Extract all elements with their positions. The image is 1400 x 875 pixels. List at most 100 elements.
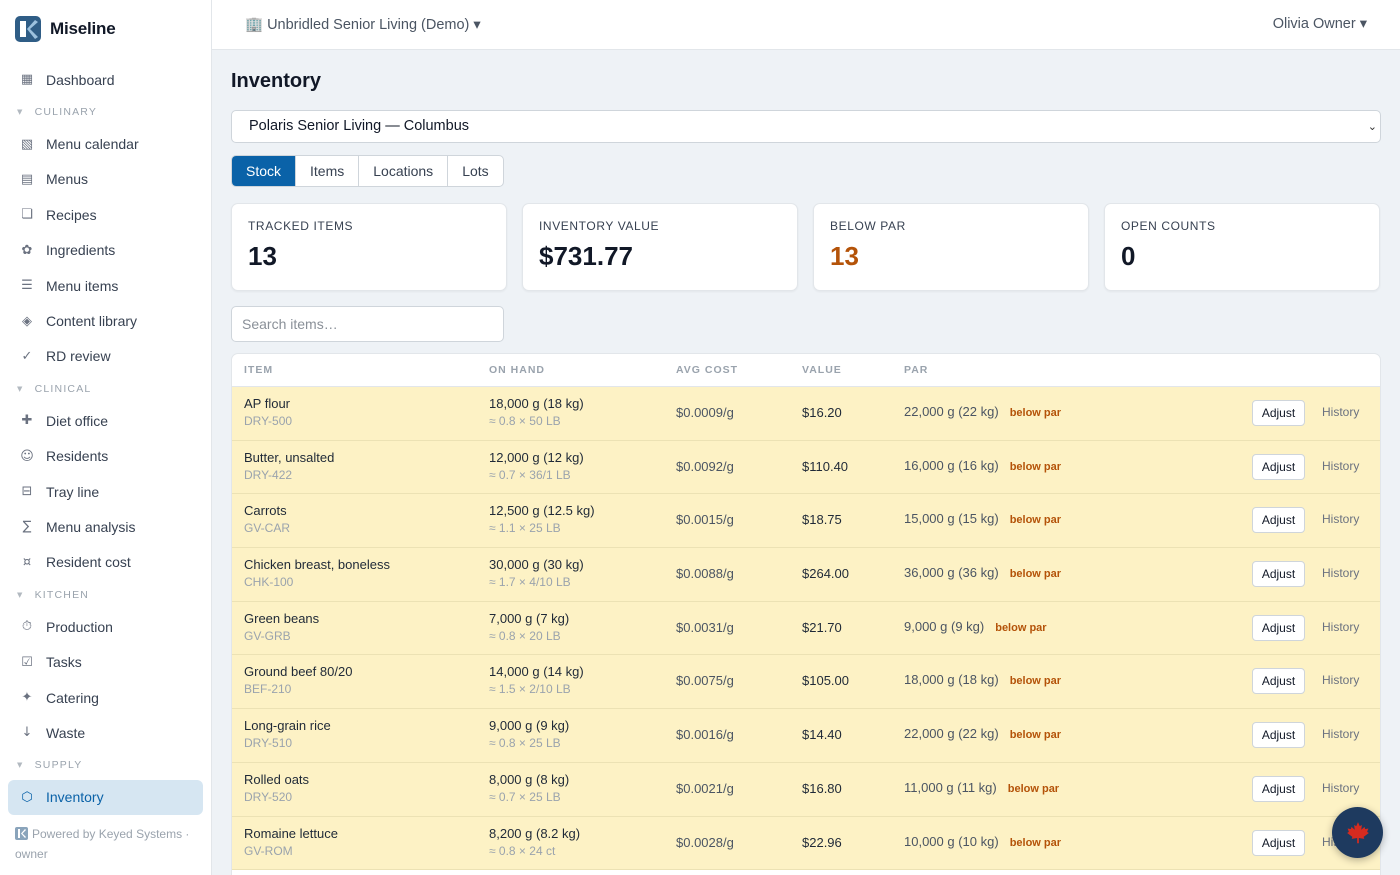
tab-locations[interactable]: Locations — [358, 156, 447, 186]
column-header-item: ITEM — [244, 364, 274, 376]
on-hand-conversion: ≈ 0.7 × 25 LB — [489, 789, 561, 804]
sidebar-item-content-library[interactable]: ◈ Content library — [8, 303, 203, 338]
sidebar-item-menu-calendar[interactable]: ▧ Menu calendar — [8, 126, 203, 161]
sidebar-item-label: Tasks — [46, 654, 82, 671]
history-link[interactable]: History — [1322, 619, 1360, 634]
user-menu[interactable]: Olivia Owner ▾ — [1272, 16, 1367, 32]
stat-label: BELOW PAR — [830, 219, 906, 233]
location-select[interactable]: Polaris Senior Living — Columbus ⌄ — [231, 110, 1381, 143]
table-row[interactable]: Carrots GV-CAR 12,500 g (12.5 kg) ≈ 1.1 × 2… — [232, 494, 1380, 549]
sidebar-section-supply[interactable]: ▼ SUPPLY — [0, 751, 211, 780]
par-amount: 22,000 g (22 kg) — [904, 404, 999, 419]
sidebar-item-label: Diet office — [46, 412, 108, 429]
on-hand-conversion: ≈ 1.1 × 25 LB — [489, 521, 561, 536]
table-row[interactable]: Romaine lettuce GV-ROM 8,200 g (8.2 kg) ≈ 0… — [232, 816, 1380, 871]
sidebar-item-tray-line[interactable]: ⊟ Tray line — [8, 474, 203, 509]
avg-cost: $0.0009/g — [676, 405, 734, 420]
on-hand-amount: 8,200 g (8.2 kg) — [489, 825, 581, 841]
sidebar-item-recipes[interactable]: ❏ Recipes — [8, 197, 203, 232]
sidebar-item-rd-review[interactable]: ✓ RD review — [8, 339, 203, 374]
item-value: $110.40 — [802, 458, 849, 474]
avg-cost: $0.0016/g — [676, 727, 734, 743]
par-level: 18,000 g (18 kg) below par — [904, 672, 1061, 687]
table-row[interactable]: Chicken breast, boneless CHK-100 30,000 g … — [232, 548, 1380, 602]
powered-text[interactable]: Powered by Keyed Systems · — [32, 827, 190, 841]
sidebar-item-label: Menus — [46, 171, 89, 188]
sidebar-item-label: Tray line — [46, 483, 100, 500]
sidebar-section-kitchen[interactable]: ▼ KITCHEN — [0, 580, 211, 609]
table-row[interactable]: Ground beef 80/20 BEF-210 14,000 g (14 kg)… — [232, 655, 1380, 710]
stat-value: 0 — [1121, 241, 1136, 271]
adjust-button[interactable]: Adjust — [1252, 561, 1305, 588]
stat-label: OPEN COUNTS — [1121, 219, 1216, 233]
search-input[interactable] — [231, 306, 504, 342]
par-amount: 11,000 g (11 kg) — [904, 779, 997, 795]
table-row[interactable]: Butter, unsalted DRY-422 12,000 g (12 kg) ≈… — [232, 440, 1380, 495]
page-title: Inventory — [231, 70, 322, 92]
help-fab-button[interactable] — [1332, 807, 1383, 858]
adjust-button[interactable]: Adjust — [1252, 668, 1305, 695]
sidebar-item-resident-cost[interactable]: ¤ Resident cost — [8, 545, 203, 580]
sidebar-section-clinical[interactable]: ▼ CLINICAL — [0, 374, 211, 403]
history-link[interactable]: History — [1322, 673, 1360, 688]
adjust-button[interactable]: Adjust — [1252, 775, 1305, 802]
sidebar-item-residents[interactable]: ☺ Residents — [8, 439, 203, 474]
table-row[interactable]: Long-grain rice DRY-510 9,000 g (9 kg) ≈ 0.… — [232, 709, 1380, 763]
par-level: 9,000 g (9 kg) below par — [904, 619, 1047, 634]
brand[interactable]: Miseline — [0, 0, 211, 58]
stat-value: 13 — [248, 241, 277, 271]
rd-review-icon: ✓ — [21, 348, 33, 364]
item-name: Rolled oats — [244, 771, 310, 787]
history-link[interactable]: History — [1322, 727, 1360, 742]
sidebar-item-dashboard[interactable]: ▦ Dashboard — [8, 62, 203, 97]
table-row[interactable]: AP flour DRY-500 18,000 g (18 kg) ≈ 0.8 × 5… — [232, 387, 1380, 441]
sidebar-section-title: CLINICAL — [34, 382, 92, 395]
par-amount: 18,000 g (18 kg) — [904, 672, 999, 688]
tab-stock[interactable]: Stock — [232, 156, 296, 186]
on-hand-conversion: ≈ 0.8 × 20 LB — [489, 628, 561, 643]
adjust-button[interactable]: Adjust — [1252, 400, 1305, 426]
org-switcher[interactable]: 🏢 Unbridled Senior Living (Demo) ▾ — [245, 17, 481, 33]
sidebar-section-culinary[interactable]: ▼ CULINARY — [0, 97, 211, 126]
history-link[interactable]: History — [1322, 780, 1360, 795]
sidebar-item-menu-analysis[interactable]: ∑ Menu analysis — [8, 509, 203, 544]
below-par-badge: below par — [1009, 568, 1062, 581]
item-value: $22.96 — [802, 834, 842, 850]
inventory-icon: ⬡ — [21, 789, 33, 805]
sidebar-item-production[interactable]: ⏱ Production — [8, 609, 203, 644]
sidebar-item-waste[interactable]: ↓ Waste — [8, 715, 203, 750]
tab-lots[interactable]: Lots — [447, 156, 502, 186]
item-sku: DRY-422 — [244, 467, 293, 482]
tray-line-icon: ⊟ — [21, 484, 33, 500]
sidebar-item-catering[interactable]: ✦ Catering — [8, 680, 203, 715]
sidebar-item-diet-office[interactable]: ✚ Diet office — [8, 403, 203, 438]
history-link[interactable]: History — [1322, 566, 1360, 581]
sidebar-item-menus[interactable]: ▤ Menus — [8, 162, 203, 197]
on-hand-conversion: ≈ 0.8 × 25 LB — [489, 736, 561, 751]
history-link[interactable]: History — [1322, 512, 1360, 527]
avg-cost: $0.0028/g — [676, 834, 734, 850]
sidebar-item-ingredients[interactable]: ✿ Ingredients — [8, 233, 203, 268]
table-row[interactable]: Rolled oats DRY-520 8,000 g (8 kg) ≈ 0.7 × … — [232, 762, 1380, 817]
adjust-button[interactable]: Adjust — [1252, 829, 1305, 856]
sidebar-item-inventory[interactable]: ⬡ Inventory — [8, 779, 203, 816]
par-level: 11,000 g (11 kg) below par — [904, 780, 1059, 795]
adjust-button[interactable]: Adjust — [1252, 507, 1305, 534]
adjust-button[interactable]: Adjust — [1252, 453, 1305, 480]
item-value: $16.20 — [802, 405, 842, 420]
sidebar-item-label: Resident cost — [46, 554, 131, 571]
history-link[interactable]: History — [1322, 458, 1360, 473]
sidebar-item-menu-items[interactable]: ☰ Menu items — [8, 268, 203, 303]
par-level: 22,000 g (22 kg) below par — [904, 404, 1061, 419]
sidebar-item-tasks[interactable]: ☑ Tasks — [8, 644, 203, 679]
column-header-par: PAR — [904, 364, 929, 376]
adjust-button[interactable]: Adjust — [1252, 722, 1305, 749]
on-hand-amount: 30,000 g (30 kg) — [489, 557, 584, 573]
item-name: Chicken breast, boneless — [244, 557, 390, 573]
tab-items[interactable]: Items — [295, 156, 358, 186]
table-row[interactable]: Green beans GV-GRB 7,000 g (7 kg) ≈ 0.8 × 2… — [232, 601, 1380, 656]
adjust-button[interactable]: Adjust — [1252, 614, 1305, 641]
on-hand-amount: 12,500 g (12.5 kg) — [489, 503, 595, 519]
item-sku: DRY-510 — [244, 736, 293, 751]
history-link[interactable]: History — [1322, 405, 1360, 419]
